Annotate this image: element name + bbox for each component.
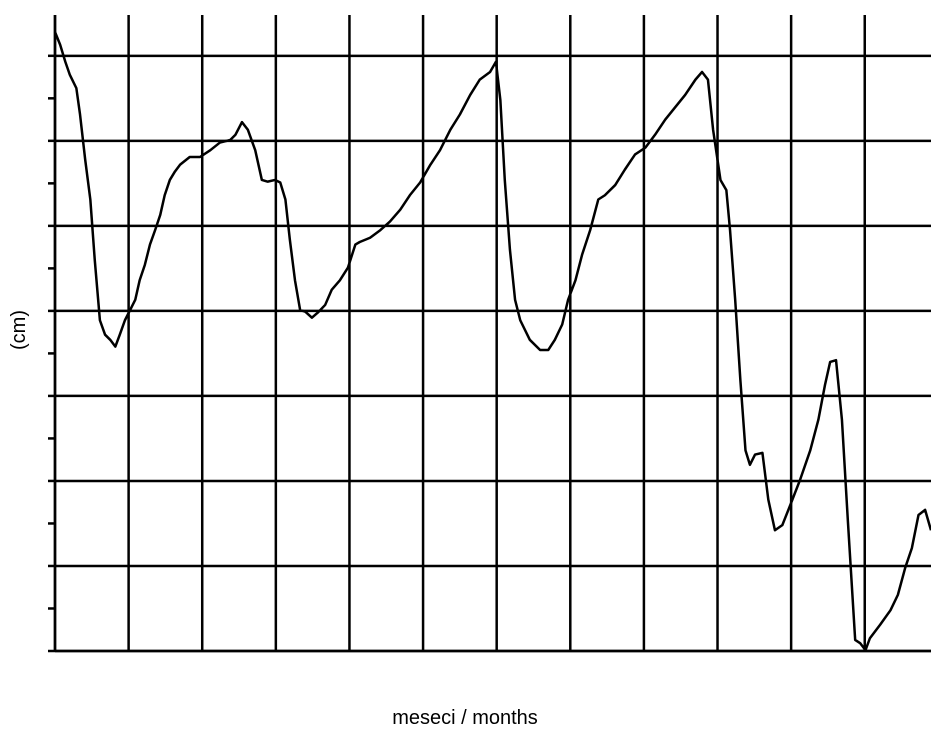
data-line xyxy=(53,31,931,652)
y-axis-label: (cm) xyxy=(8,310,30,350)
x-axis-label: meseci / months xyxy=(392,707,538,729)
